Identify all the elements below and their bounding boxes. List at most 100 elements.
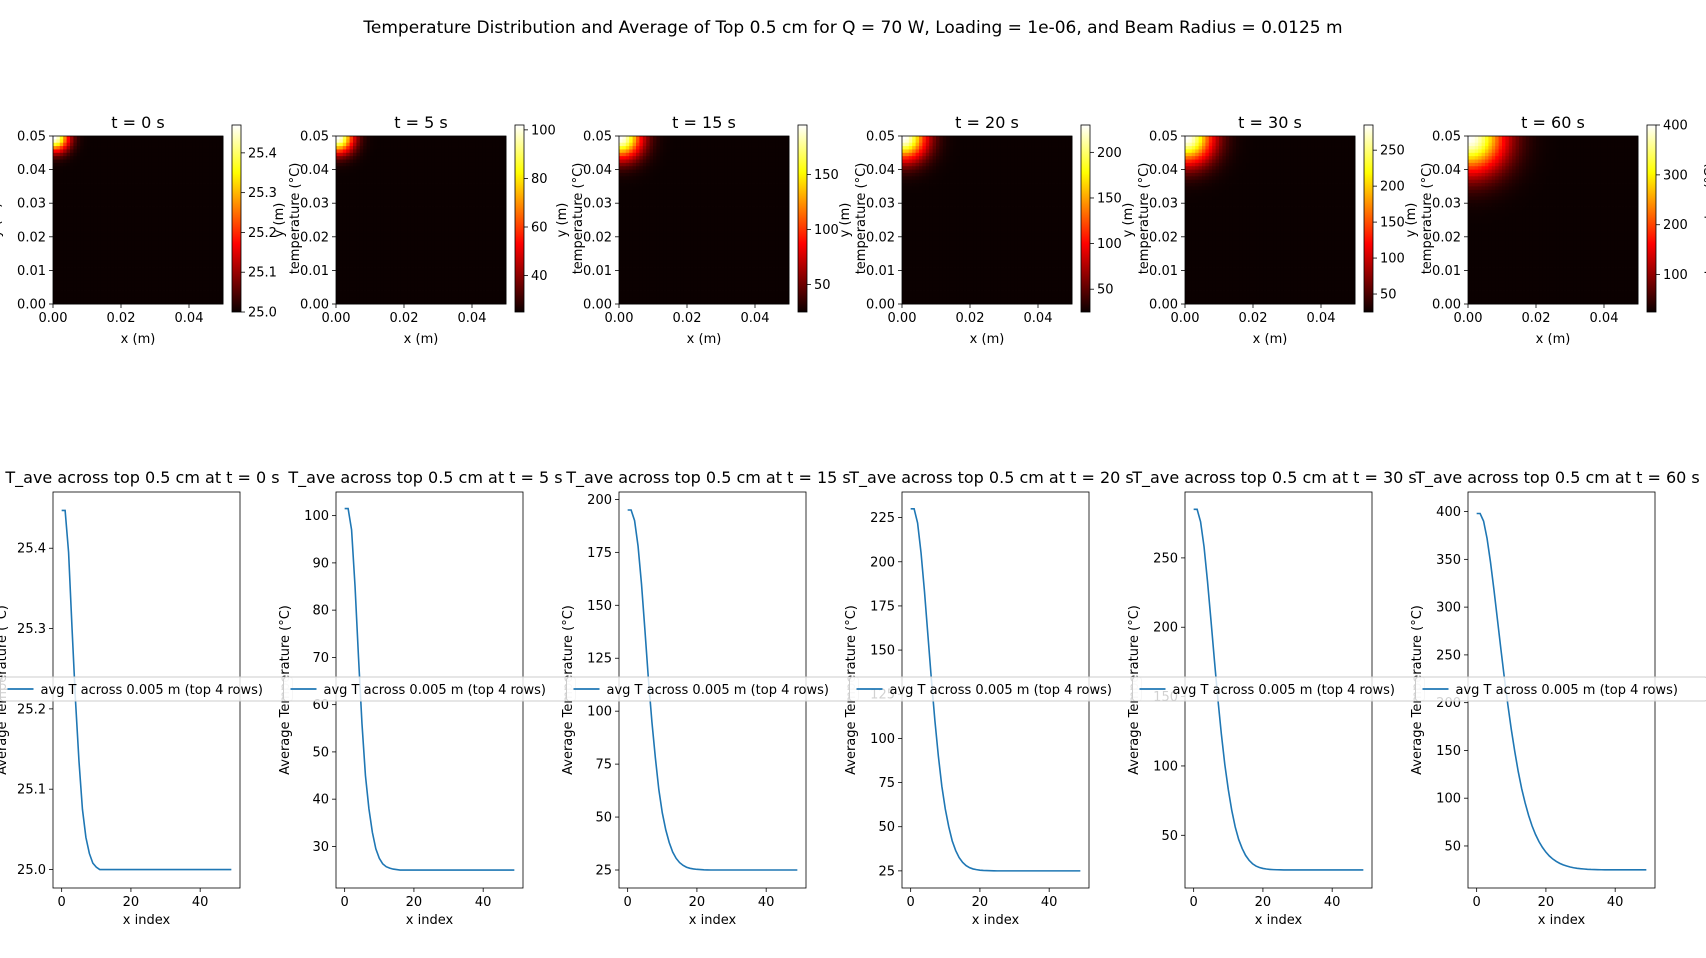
heatmap-cell — [489, 166, 493, 170]
heatmap-cell — [482, 142, 486, 147]
heatmap-cell — [370, 206, 374, 211]
heatmap-cell — [66, 176, 71, 181]
heatmap-panel: t = 5 s0.00 0.02 0.04x (m)0.000.010.020.03… — [272, 113, 586, 347]
heatmap-cell — [458, 183, 463, 187]
heatmap-cell — [465, 172, 469, 177]
heatmap-cell — [356, 230, 361, 234]
heatmap-cell — [131, 139, 135, 144]
heatmap-cell — [185, 169, 190, 174]
heatmap-cell — [141, 166, 146, 170]
heatmap-cell — [63, 162, 67, 167]
heatmap-cell — [400, 196, 405, 201]
heatmap-cell — [502, 273, 507, 278]
heatmap-cell — [158, 236, 163, 241]
heatmap-cell — [114, 260, 118, 265]
heatmap-cell — [427, 287, 432, 291]
heatmap-cell — [100, 233, 105, 238]
heatmap-cell — [93, 169, 98, 174]
heatmap-cell — [185, 250, 190, 254]
heatmap-cell — [219, 287, 224, 291]
heatmap-cell — [495, 270, 500, 275]
heatmap-cell — [110, 189, 115, 194]
heatmap-cell — [485, 189, 490, 194]
heatmap-cell — [83, 156, 88, 160]
heatmap-cell — [373, 209, 378, 214]
heatmap-cell — [373, 243, 378, 248]
heatmap-cell — [342, 290, 347, 295]
heatmap-cell — [63, 287, 67, 291]
heatmap-cell — [441, 149, 446, 154]
heatmap-cell — [172, 162, 176, 167]
heatmap-cell — [114, 136, 118, 140]
heatmap-cell — [66, 189, 71, 194]
heatmap-cell — [502, 220, 507, 224]
heatmap-cell — [376, 146, 381, 150]
heatmap-cell — [155, 256, 159, 261]
heatmap-cell — [492, 146, 497, 150]
heatmap-cell — [53, 243, 57, 248]
heatmap-cell — [400, 183, 405, 187]
heatmap-cell — [199, 240, 203, 244]
heatmap-cell — [131, 209, 135, 214]
heatmap-cell — [414, 246, 418, 251]
heatmap-cell — [127, 146, 132, 150]
heatmap-cell — [346, 253, 350, 258]
heatmap-cell — [363, 203, 367, 207]
heatmap-cell — [434, 260, 439, 265]
heatmap-cell — [97, 139, 101, 144]
heatmap-cell — [397, 250, 401, 254]
heatmap-cell — [148, 146, 152, 150]
heatmap-cell — [346, 223, 350, 228]
heatmap-cell — [185, 300, 190, 305]
heatmap-cell — [209, 240, 214, 244]
heatmap-cell — [127, 162, 132, 167]
heatmap-cell — [427, 152, 432, 157]
heatmap-cell — [346, 267, 350, 271]
heatmap-cell — [455, 186, 459, 191]
heatmap-cell — [151, 246, 156, 251]
heatmap-cell — [431, 176, 435, 181]
heatmap-cell — [195, 209, 200, 214]
heatmap-cell — [161, 156, 166, 160]
heatmap-cell — [478, 196, 483, 201]
heatmap-cell — [121, 213, 125, 218]
heatmap-cell — [134, 176, 139, 181]
heatmap-cell — [212, 300, 217, 305]
heatmap-cell — [104, 142, 108, 147]
heatmap-cell — [380, 146, 384, 150]
heatmap-cell — [110, 146, 115, 150]
heatmap-cell — [373, 176, 378, 181]
heatmap-cell — [131, 256, 135, 261]
heatmap-cell — [478, 183, 483, 187]
heatmap-cell — [336, 176, 340, 181]
heatmap-cell — [117, 203, 122, 207]
heatmap-cell — [363, 186, 367, 191]
heatmap-cell — [90, 203, 95, 207]
heatmap-cell — [138, 273, 142, 278]
heatmap-cell — [455, 260, 459, 265]
heatmap-cell — [161, 260, 166, 265]
heatmap-cell — [107, 152, 112, 157]
heatmap-cell — [189, 240, 193, 244]
heatmap-cell — [359, 193, 364, 197]
heatmap-cell — [495, 220, 500, 224]
heatmap-cell — [434, 236, 439, 241]
heatmap-cell — [346, 250, 350, 254]
heatmap-cell — [380, 176, 384, 181]
heatmap-cell — [216, 256, 220, 261]
heatmap-cell — [209, 250, 214, 254]
heatmap-cell — [165, 240, 169, 244]
y-axis-label: y (m) — [0, 203, 4, 238]
heatmap-cell — [212, 166, 217, 170]
heatmap-cell — [87, 142, 91, 147]
heatmap-cell — [73, 186, 78, 191]
heatmap-cell — [134, 283, 139, 288]
heatmap-cell — [124, 203, 129, 207]
heatmap-cell — [141, 293, 146, 298]
heatmap-cell — [356, 183, 361, 187]
heatmap-cell — [353, 199, 357, 204]
heatmap-cell — [393, 216, 398, 221]
heatmap-cell — [376, 166, 381, 170]
heatmap-cell — [90, 226, 95, 231]
